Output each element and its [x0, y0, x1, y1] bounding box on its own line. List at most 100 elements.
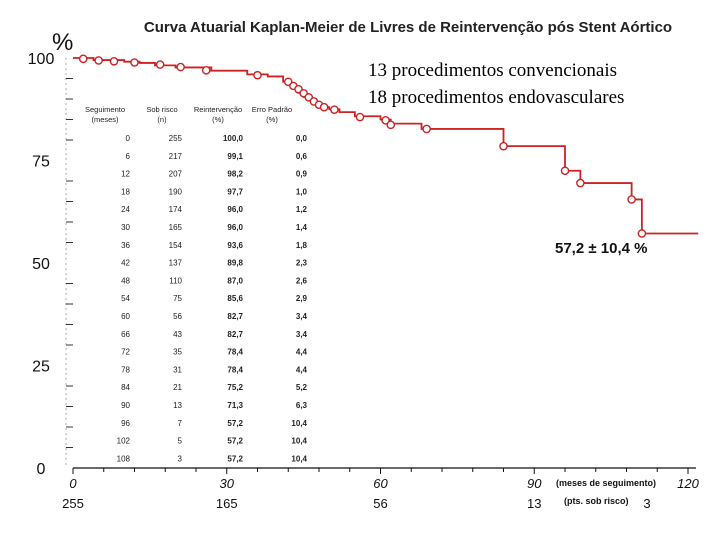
- table-cell: 96: [121, 419, 130, 428]
- chart-title: Curva Atuarial Kaplan-Meier de Livres de…: [144, 19, 672, 36]
- table-cell: 57,2: [227, 437, 243, 446]
- table-cell: 48: [121, 276, 130, 285]
- survival-curve: [73, 57, 699, 235]
- table-cell: 57,2: [227, 419, 243, 428]
- table-cell: 24: [121, 205, 130, 214]
- table-cell: 31: [173, 365, 182, 374]
- table-header: Reintervenção: [194, 105, 242, 114]
- at-risk-count: 255: [62, 496, 84, 511]
- table-header-unit: (%): [212, 115, 224, 124]
- table-cell: 217: [169, 152, 183, 161]
- table-header-unit: (%): [266, 115, 278, 124]
- table-cell: 0: [126, 134, 131, 143]
- table-cell: 42: [121, 259, 130, 268]
- table-cell: 5,2: [296, 383, 308, 392]
- table-cell: 54: [121, 294, 130, 303]
- table-cell: 1,0: [296, 187, 308, 196]
- table-cell: 57,2: [227, 454, 243, 463]
- table-cell: 207: [169, 170, 183, 179]
- table-cell: 110: [169, 276, 182, 285]
- table-cell: 72: [121, 348, 130, 357]
- table-cell: 255: [169, 134, 183, 143]
- table-cell: 35: [173, 348, 182, 357]
- table-header: Sob risco: [146, 105, 177, 114]
- censor-mark: [330, 105, 339, 114]
- table-cell: 3,4: [296, 330, 308, 339]
- censor-mark: [627, 195, 636, 204]
- at-risk-count: 3: [643, 496, 650, 511]
- table-cell: 78: [121, 365, 130, 374]
- table-cell: 10,4: [291, 454, 307, 463]
- x-tick-label: 0: [69, 476, 77, 491]
- table-cell: 6,3: [296, 401, 308, 410]
- at-risk-label: (pts. sob risco): [564, 496, 629, 506]
- table-cell: 96,0: [227, 205, 243, 214]
- x-tick-label: 90: [527, 476, 542, 491]
- censor-marks: [78, 54, 647, 238]
- table-cell: 87,0: [227, 276, 243, 285]
- table-cell: 97,7: [227, 187, 243, 196]
- table-cell: 174: [169, 205, 183, 214]
- censor-mark: [78, 54, 88, 64]
- table-cell: 4,4: [296, 365, 308, 374]
- censor-mark: [109, 56, 119, 66]
- table-cell: 2,3: [296, 259, 308, 268]
- table-cell: 165: [169, 223, 183, 232]
- x-tick-label: 60: [373, 476, 388, 491]
- table-cell: 5: [178, 437, 183, 446]
- table-cell: 21: [173, 383, 182, 392]
- table-cell: 43: [173, 330, 182, 339]
- censor-mark: [176, 62, 185, 72]
- survival-step-line: [73, 57, 699, 235]
- table-cell: 60: [121, 312, 130, 321]
- table-cell: 98,2: [227, 170, 243, 179]
- censor-mark: [386, 120, 396, 130]
- y-tick-label: 25: [32, 359, 50, 376]
- table-cell: 102: [117, 437, 131, 446]
- table-cell: 75,2: [227, 383, 243, 392]
- final-estimate-annotation: 57,2 ± 10,4 %: [555, 240, 647, 257]
- censor-mark: [355, 112, 365, 122]
- table-cell: 82,7: [227, 330, 243, 339]
- table-cell: 1,4: [296, 223, 308, 232]
- censor-mark: [155, 60, 165, 69]
- at-risk-count: 56: [373, 496, 387, 511]
- table-cell: 75: [173, 294, 182, 303]
- table-cell: 2,9: [296, 294, 308, 303]
- censor-mark: [422, 124, 431, 134]
- table-cell: 0,9: [296, 170, 308, 179]
- table-cell: 10,4: [291, 437, 307, 446]
- table-cell: 7: [178, 419, 183, 428]
- table-cell: 90: [121, 401, 130, 410]
- censor-mark: [201, 66, 211, 75]
- table-cell: 18: [121, 187, 130, 196]
- life-table: Seguimento(meses) Sob risco(n) Reintervenç…: [85, 105, 308, 463]
- table-cell: 2,6: [296, 276, 308, 285]
- table-cell: 154: [169, 241, 183, 250]
- table-cell: 84: [121, 383, 130, 392]
- at-risk-count: 165: [216, 496, 238, 511]
- table-cell: 3: [178, 454, 183, 463]
- x-tick-label: 30: [220, 476, 235, 491]
- table-cell: 89,8: [227, 259, 243, 268]
- table-cell: 78,4: [227, 365, 243, 374]
- table-cell: 6: [126, 152, 131, 161]
- censor-mark: [94, 56, 103, 65]
- table-cell: 36: [121, 241, 130, 250]
- censor-mark: [576, 178, 585, 188]
- table-cell: 3,4: [296, 312, 308, 321]
- table-cell: 93,6: [227, 241, 243, 250]
- table-cell: 100,0: [223, 134, 244, 143]
- censor-mark: [637, 229, 647, 238]
- censor-mark: [499, 141, 508, 151]
- x-tick-label: 120: [677, 476, 699, 491]
- y-tick-label: 0: [37, 461, 46, 478]
- censor-mark: [560, 166, 570, 176]
- table-cell: 12: [121, 170, 130, 179]
- table-cell: 13: [173, 401, 182, 410]
- table-cell: 137: [169, 259, 183, 268]
- table-cell: 85,6: [227, 294, 243, 303]
